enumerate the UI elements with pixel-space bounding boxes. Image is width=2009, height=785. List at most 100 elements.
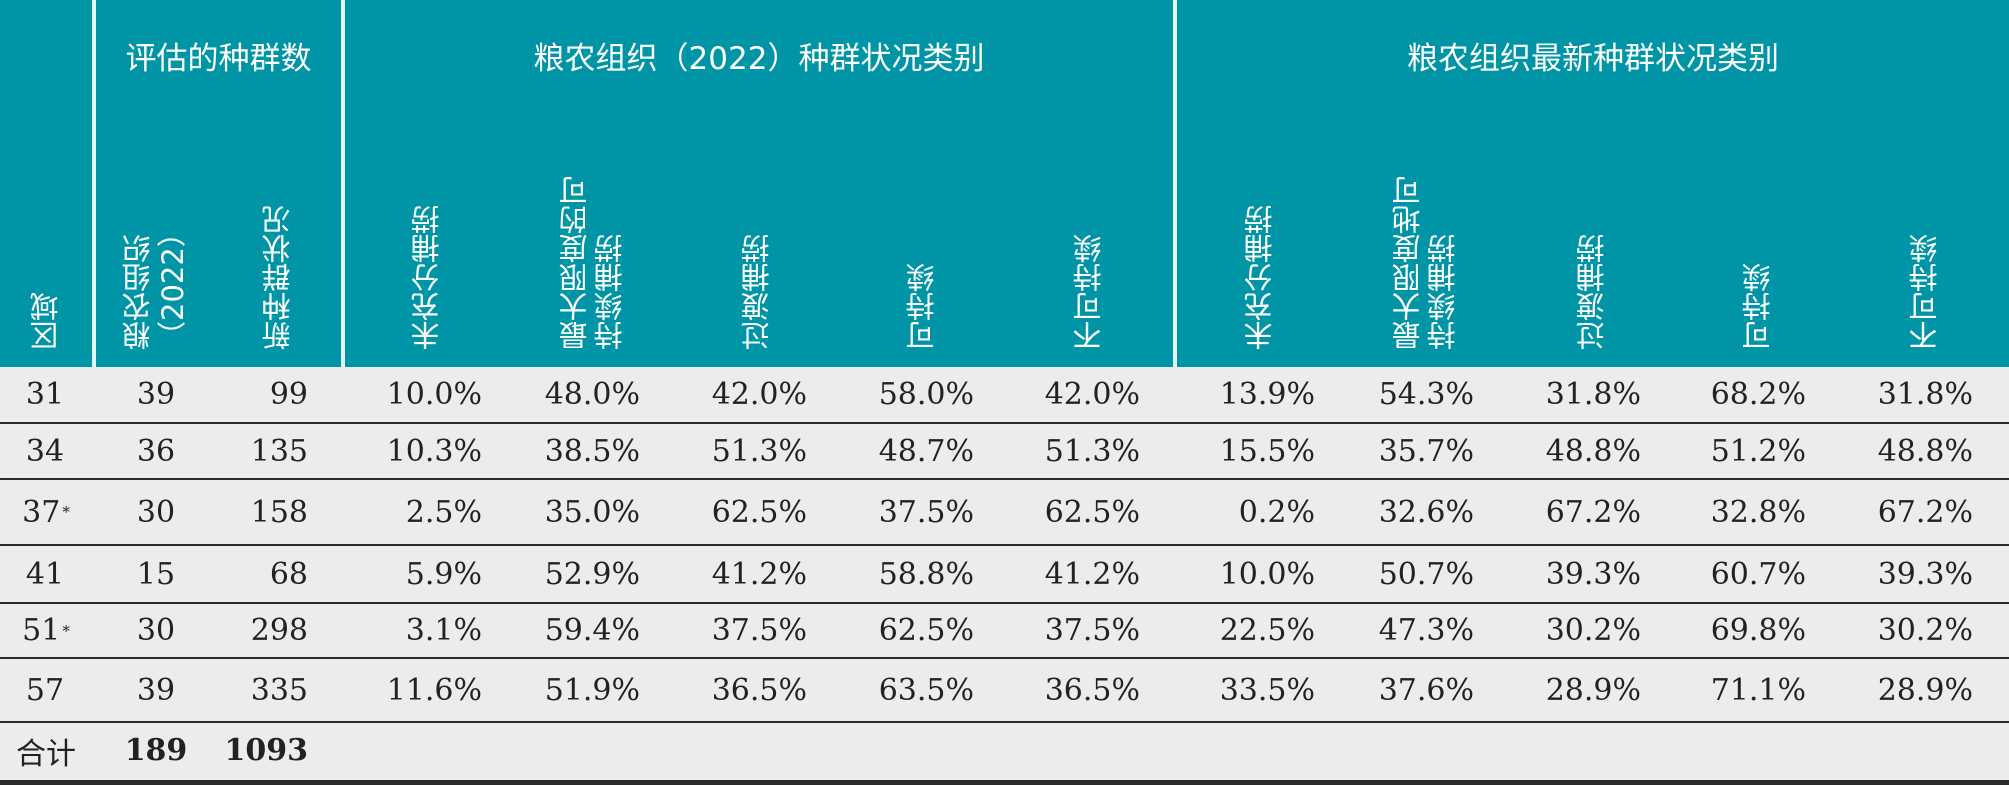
pct-cell: 35.0% <box>544 494 640 530</box>
region-value: 37 <box>22 494 61 530</box>
pct-cell: 13.9% <box>1219 377 1315 412</box>
pct-cell: 31.8% <box>1877 377 1973 412</box>
pct-cell: 37.5% <box>878 494 974 530</box>
pct-cell: 28.9% <box>1545 672 1641 708</box>
col-header-label: 可持续 <box>1740 263 1775 350</box>
pct-cell: 48.7% <box>878 433 974 469</box>
pct-cell: 68.2% <box>1710 377 1806 412</box>
col-header-fao-count: 粮农组织（2022） <box>96 120 216 350</box>
pct-cell: 62.5% <box>1044 494 1140 530</box>
pct-cell: 41.2% <box>1044 556 1140 592</box>
col-header-new-count: 新种群状况 <box>216 120 341 350</box>
pct-cell: 28.9% <box>1877 672 1973 708</box>
region-value: 31 <box>25 377 65 412</box>
col-header-region: 区域 <box>0 120 92 350</box>
region-value: 41 <box>25 556 65 592</box>
region-value: 51 <box>22 613 61 648</box>
region-cell: 37 * <box>0 480 92 544</box>
pct-cell: 31.8% <box>1545 377 1641 412</box>
pct-cell: 50.7% <box>1378 556 1474 592</box>
pct-cell: 30.2% <box>1877 613 1973 648</box>
pct-cell: 67.2% <box>1545 494 1641 530</box>
col-header-unsustainable-latest: 不可持续 <box>1841 120 2009 350</box>
table-row: 31 39 99 10.0% 48.0% 42.0% 58.0% 42.0% 1… <box>0 367 2009 424</box>
col-header-underfished: 未充分捕捞 <box>345 120 510 350</box>
pct-cell: 51.2% <box>1710 433 1806 469</box>
pct-cell: 51.3% <box>1044 433 1140 469</box>
table-header <box>0 0 2009 367</box>
region-cell: 31 <box>0 367 92 422</box>
new-count-cell: 298 <box>250 613 308 648</box>
pct-cell: 11.6% <box>386 672 482 708</box>
pct-cell: 71.1% <box>1710 672 1806 708</box>
col-header-sustainable-latest: 可持续 <box>1675 120 1841 350</box>
new-count-cell: 99 <box>269 377 308 412</box>
region-cell: 57 <box>0 659 92 721</box>
pct-cell: 58.8% <box>878 556 974 592</box>
group-header-assessed: 评估的种群数 <box>125 40 312 77</box>
pct-cell: 15.5% <box>1219 433 1315 469</box>
table-row: 41 15 68 5.9% 52.9% 41.2% 58.8% 41.2% 10… <box>0 546 2009 604</box>
pct-cell: 60.7% <box>1710 556 1806 592</box>
fao-count-cell: 39 <box>136 672 176 708</box>
total-row: 合计 189 1093 <box>0 723 2009 778</box>
pct-cell: 30.2% <box>1545 613 1641 648</box>
pct-cell: 52.9% <box>544 556 640 592</box>
footnote-mark: * <box>62 503 70 521</box>
pct-cell: 67.2% <box>1877 494 1973 530</box>
pct-cell: 58.0% <box>878 377 974 412</box>
table-row: 57 39 335 11.6% 51.9% 36.5% 63.5% 36.5% … <box>0 659 2009 723</box>
region-cell: 41 <box>0 546 92 602</box>
new-count-cell: 158 <box>250 494 308 530</box>
pct-cell: 63.5% <box>878 672 974 708</box>
pct-cell: 32.8% <box>1710 494 1806 530</box>
pct-cell: 48.0% <box>544 377 640 412</box>
header-divider <box>92 0 96 367</box>
fao-count-cell: 36 <box>136 433 176 469</box>
pct-cell: 47.3% <box>1378 613 1474 648</box>
pct-cell: 39.3% <box>1545 556 1641 592</box>
pct-cell: 69.8% <box>1710 613 1806 648</box>
pct-cell: 42.0% <box>1044 377 1140 412</box>
col-header-unsustainable: 不可持续 <box>1005 120 1173 350</box>
col-header-label: 最大限度地可持续捕捞 <box>1391 176 1460 350</box>
col-header-label: 未充分捕捞 <box>1242 205 1277 350</box>
group-header-fao2022: 粮农组织（2022）种群状况类别 <box>533 40 985 77</box>
pct-cell: 10.0% <box>1219 556 1315 592</box>
pct-cell: 48.8% <box>1877 433 1973 469</box>
col-header-overfished-latest: 过渡捕捞 <box>1509 120 1675 350</box>
col-header-label: 未充分捕捞 <box>410 205 444 350</box>
col-header-label: 不可持续 <box>1071 234 1106 350</box>
col-header-underfished-latest: 未充分捕捞 <box>1177 120 1343 350</box>
fao-count-cell: 15 <box>136 556 176 592</box>
footnote-mark: * <box>62 621 70 640</box>
col-header-label: 最大限度的可持续捕捞 <box>557 176 627 350</box>
pct-cell: 3.1% <box>405 613 482 648</box>
col-header-overfished: 过渡捕捞 <box>675 120 840 350</box>
region-value: 57 <box>25 672 65 708</box>
table-row: 37 * 30 158 2.5% 35.0% 62.5% 37.5% 62.5% … <box>0 480 2009 546</box>
col-header-label: 粮农组织（2022） <box>121 218 190 350</box>
pct-cell: 62.5% <box>878 613 974 648</box>
pct-cell: 2.5% <box>405 494 482 530</box>
col-header-sustainable: 可持续 <box>840 120 1005 350</box>
pct-cell: 42.0% <box>711 377 807 412</box>
new-count-cell: 335 <box>250 672 308 708</box>
table-row: 34 36 135 10.3% 38.5% 51.3% 48.7% 51.3% … <box>0 424 2009 480</box>
col-header-max-sustainable: 最大限度的可持续捕捞 <box>510 120 675 350</box>
pct-cell: 59.4% <box>544 613 640 648</box>
col-header-max-sustainable-latest: 最大限度地可持续捕捞 <box>1343 120 1509 350</box>
pct-cell: 33.5% <box>1219 672 1315 708</box>
col-header-label: 新种群状况 <box>261 205 295 350</box>
new-count-cell: 68 <box>269 556 308 592</box>
table-bottom-rule <box>0 780 2009 785</box>
pct-cell: 48.8% <box>1545 433 1641 469</box>
pct-cell: 39.3% <box>1877 556 1973 592</box>
pct-cell: 54.3% <box>1378 377 1474 412</box>
header-divider <box>1173 0 1177 367</box>
pct-cell: 10.0% <box>386 377 482 412</box>
pct-cell: 22.5% <box>1219 613 1315 648</box>
col-header-label: 过渡捕捞 <box>740 234 774 350</box>
region-cell: 34 <box>0 424 92 478</box>
